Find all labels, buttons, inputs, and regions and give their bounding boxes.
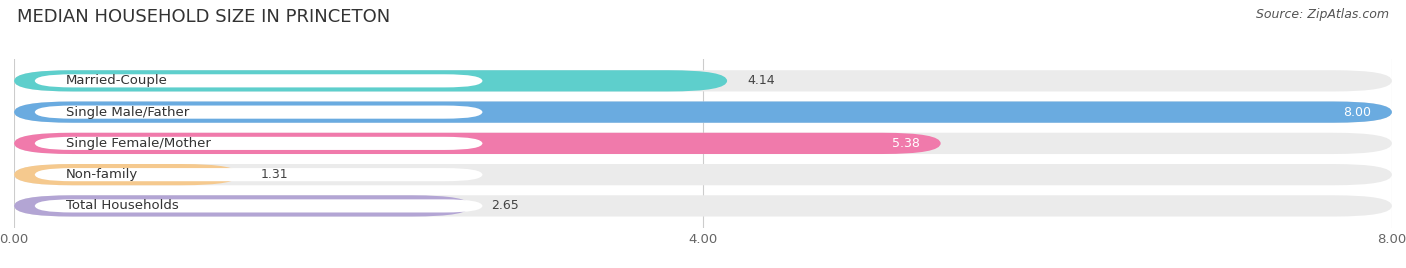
Text: 5.38: 5.38 (893, 137, 920, 150)
Text: 1.31: 1.31 (260, 168, 288, 181)
Text: 8.00: 8.00 (1343, 106, 1371, 119)
FancyBboxPatch shape (14, 195, 1392, 217)
FancyBboxPatch shape (35, 199, 482, 213)
FancyBboxPatch shape (14, 195, 471, 217)
Text: Non-family: Non-family (66, 168, 138, 181)
FancyBboxPatch shape (14, 133, 1392, 154)
FancyBboxPatch shape (14, 102, 1392, 123)
Text: 2.65: 2.65 (491, 199, 519, 213)
Text: MEDIAN HOUSEHOLD SIZE IN PRINCETON: MEDIAN HOUSEHOLD SIZE IN PRINCETON (17, 8, 389, 26)
FancyBboxPatch shape (14, 70, 1392, 91)
Text: Single Female/Mother: Single Female/Mother (66, 137, 211, 150)
FancyBboxPatch shape (14, 102, 1392, 123)
FancyBboxPatch shape (35, 137, 482, 150)
FancyBboxPatch shape (14, 164, 239, 185)
FancyBboxPatch shape (35, 168, 482, 181)
Text: Single Male/Father: Single Male/Father (66, 106, 188, 119)
Text: Source: ZipAtlas.com: Source: ZipAtlas.com (1256, 8, 1389, 21)
Text: 4.14: 4.14 (748, 74, 775, 87)
FancyBboxPatch shape (14, 164, 1392, 185)
FancyBboxPatch shape (14, 133, 941, 154)
Text: Married-Couple: Married-Couple (66, 74, 167, 87)
Text: Total Households: Total Households (66, 199, 179, 213)
FancyBboxPatch shape (14, 70, 727, 91)
FancyBboxPatch shape (35, 106, 482, 119)
FancyBboxPatch shape (35, 74, 482, 87)
